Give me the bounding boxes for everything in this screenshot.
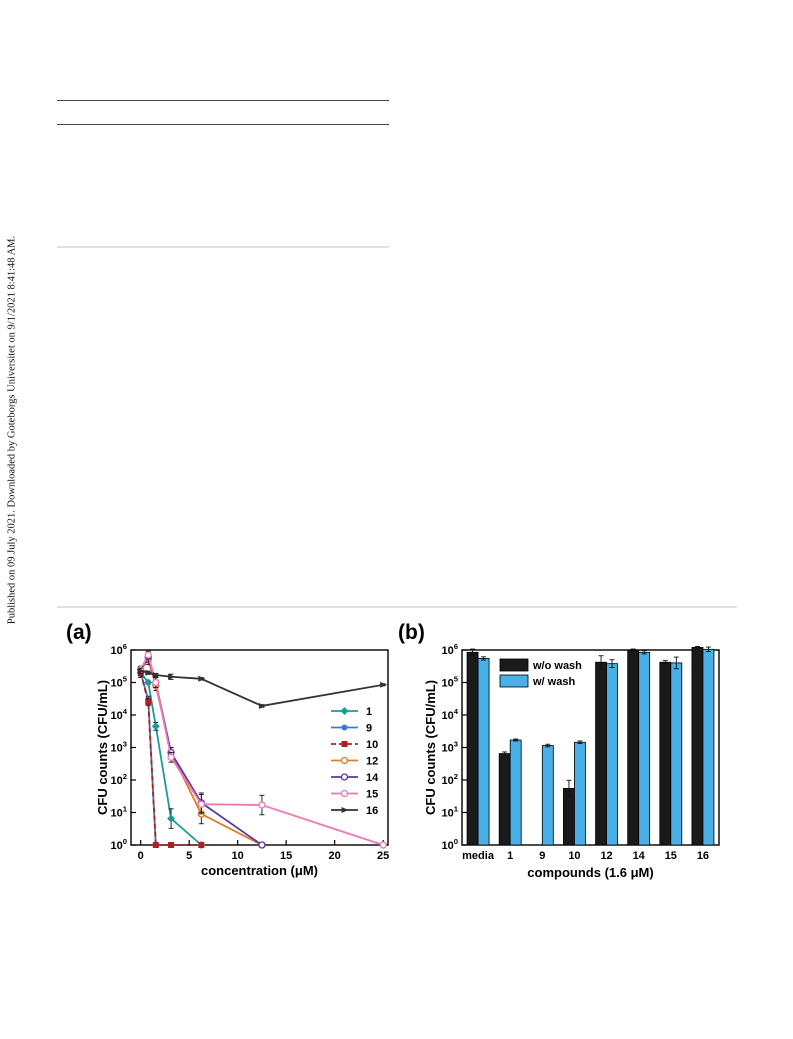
panel-a-legend-marker-1 bbox=[340, 707, 349, 715]
panel-a-line-10 bbox=[139, 672, 202, 846]
panel-a-legend-label-15: 15 bbox=[366, 789, 378, 801]
panel-a-legend-marker-10 bbox=[341, 741, 348, 747]
panel-b-bar-12-wo-wash bbox=[595, 661, 607, 846]
panel-a-point-16 bbox=[380, 681, 388, 688]
panel-b-category-label-12: 12 bbox=[600, 850, 612, 862]
panel-a-point-16 bbox=[258, 702, 266, 709]
panel-a-ytick-label-6: 106 bbox=[110, 642, 127, 657]
panel-b-bar-12-w-wash bbox=[606, 663, 618, 846]
panel-b-legend-swatch-wo-wash bbox=[499, 658, 529, 672]
panel-b-ytick-label-3: 103 bbox=[441, 740, 458, 755]
panel-a-line-16 bbox=[140, 669, 384, 707]
panel-b-bar-1-w-wash bbox=[509, 739, 522, 846]
panel-b-category-label-16: 16 bbox=[697, 850, 709, 862]
panel-a-ytick-label-1: 101 bbox=[110, 805, 127, 820]
panel-b-ytick-label-2: 102 bbox=[441, 772, 458, 787]
panel-b-ytick-label-5: 105 bbox=[441, 675, 458, 690]
panel-a-xtick-label-20: 20 bbox=[329, 850, 341, 862]
panel-b-bar-16-w-wash bbox=[702, 648, 715, 846]
panel-a-xlabel: concentration (μM) bbox=[201, 863, 318, 878]
panel-b-bar-media-w-wash bbox=[477, 658, 490, 846]
panel-b-ylabel: CFU counts (CFU/mL) bbox=[423, 680, 438, 815]
panel-b-ytick-label-0: 100 bbox=[441, 837, 458, 852]
panel-b-bar-15-wo-wash bbox=[659, 661, 672, 846]
panel-a-series-9 bbox=[137, 669, 159, 848]
panel-a-label: (a) bbox=[66, 621, 92, 644]
panel-a-point-16 bbox=[152, 672, 160, 679]
panel-a-point-15 bbox=[167, 753, 175, 761]
panel-a-point-16 bbox=[137, 667, 145, 674]
panel-b-bar-1-wo-wash bbox=[498, 753, 511, 846]
panel-b-legend-label-w-wash: w/ wash bbox=[532, 676, 575, 688]
top-rule-2 bbox=[57, 124, 389, 125]
panel-a-point-15 bbox=[144, 651, 152, 659]
panel-b-ytick-label-6: 106 bbox=[441, 642, 458, 657]
panel-b-bar-14-w-wash bbox=[638, 651, 651, 846]
panel-b-category-label-media: media bbox=[462, 850, 495, 862]
panel-a-ytick-label-4: 104 bbox=[110, 707, 127, 722]
panel-a-legend-marker-9 bbox=[341, 724, 348, 731]
section-rule-1 bbox=[57, 246, 389, 248]
panel-b-bar-10-w-wash bbox=[574, 741, 586, 846]
panel-a-point-15 bbox=[379, 841, 387, 849]
panel-a-legend-marker-14 bbox=[340, 773, 349, 781]
panel-a-point-15 bbox=[152, 678, 160, 687]
panel-a-legend-label-16: 16 bbox=[366, 805, 378, 817]
panel-a-line-15 bbox=[139, 652, 384, 846]
panel-a-series-16 bbox=[137, 667, 388, 709]
panel-a-xtick-label-5: 5 bbox=[186, 850, 192, 862]
panel-a-point-1 bbox=[144, 678, 153, 687]
panel-b-bar-9-w-wash bbox=[541, 745, 554, 846]
panel-a-legend-label-9: 9 bbox=[366, 723, 372, 735]
panel-a-legend-marker-12 bbox=[340, 756, 349, 765]
panel-a-ylabel: CFU counts (CFU/mL) bbox=[95, 680, 110, 815]
panel-a-ytick-label-5: 105 bbox=[110, 675, 127, 690]
panel-a-point-14 bbox=[258, 841, 266, 849]
panel-a-legend-label-1: 1 bbox=[366, 706, 372, 718]
panel-a-point-10 bbox=[152, 842, 159, 848]
panel-b-bar-media-wo-wash bbox=[466, 651, 479, 846]
panel-a-point-16 bbox=[145, 669, 153, 676]
section-rule-2 bbox=[57, 606, 737, 608]
panel-b-category-label-9: 9 bbox=[539, 850, 545, 862]
panel-a-legend-label-12: 12 bbox=[366, 756, 378, 768]
panel-b-ytick-label-4: 104 bbox=[441, 707, 458, 722]
top-rule-1 bbox=[57, 100, 389, 101]
panel-a-ytick-label-0: 100 bbox=[110, 837, 127, 852]
panel-a-point-10 bbox=[168, 842, 175, 848]
panel-a-ytick-label-3: 103 bbox=[110, 740, 127, 755]
panel-a-point-10 bbox=[198, 842, 205, 848]
panel-b-bar-15-w-wash bbox=[670, 662, 683, 846]
panel-a-series-15 bbox=[137, 650, 387, 849]
panel-b-category-label-10: 10 bbox=[568, 850, 580, 862]
panel-b-legend-label-wo-wash: w/o wash bbox=[532, 660, 582, 672]
panel-a-point-1 bbox=[167, 814, 176, 823]
panel-a-xtick-label-25: 25 bbox=[377, 850, 389, 862]
panel-a-point-10 bbox=[145, 699, 152, 706]
panel-b-category-label-14: 14 bbox=[633, 850, 646, 862]
panel-b-ytick-label-1: 101 bbox=[441, 805, 458, 820]
panel-b-category-label-15: 15 bbox=[665, 850, 677, 862]
panel-a-point-15 bbox=[197, 800, 205, 808]
panel-a-ytick-label-2: 102 bbox=[110, 772, 127, 787]
panel-a-point-16 bbox=[198, 675, 206, 682]
panel-a-point-16 bbox=[168, 673, 176, 680]
panel-b-bar-16-wo-wash bbox=[691, 647, 704, 846]
panel-b-label: (b) bbox=[398, 621, 425, 644]
panel-a-point-15 bbox=[258, 801, 266, 809]
panel-b-category-label-1: 1 bbox=[507, 850, 513, 862]
panel-a-legend-marker-15 bbox=[340, 789, 349, 798]
panel-a-point-1 bbox=[151, 722, 160, 731]
panel-b-legend-swatch-w-wash bbox=[499, 674, 529, 688]
panel-b-bar-14-wo-wash bbox=[627, 649, 640, 846]
panel-a-legend-marker-16 bbox=[341, 807, 349, 813]
panel-a-xtick-label-0: 0 bbox=[138, 850, 144, 862]
panel-a-xtick-label-15: 15 bbox=[280, 850, 292, 862]
panel-a-legend-label-10: 10 bbox=[366, 739, 378, 751]
panel-a-xtick-label-10: 10 bbox=[232, 850, 244, 862]
panel-b-xlabel: compounds (1.6 μM) bbox=[527, 865, 653, 880]
panel-a-legend-label-14: 14 bbox=[366, 772, 379, 784]
